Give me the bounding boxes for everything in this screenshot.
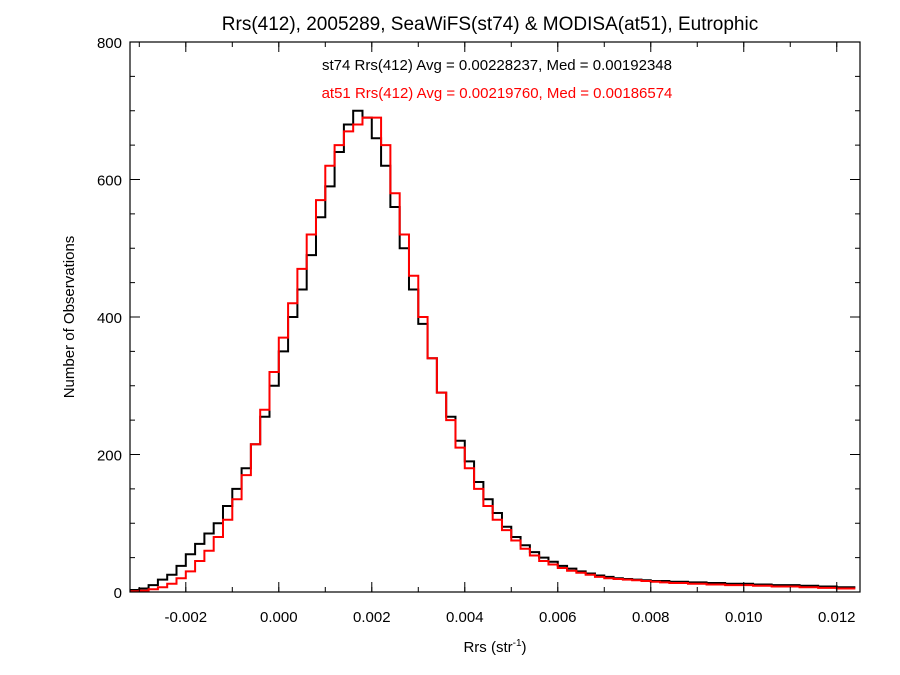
series-line-1 xyxy=(130,116,856,593)
x-tick-label: 0.012 xyxy=(818,609,856,626)
y-tick-label: 0 xyxy=(114,585,122,602)
chart-title: Rrs(412), 2005289, SeaWiFS(st74) & MODIS… xyxy=(222,14,758,35)
y-tick-label: 600 xyxy=(97,173,122,190)
y-axis-label: Number of Observations xyxy=(61,236,78,399)
x-tick-label: 0.006 xyxy=(539,609,577,626)
x-tick-label: 0.004 xyxy=(446,609,484,626)
ticks-layer: -0.002 0.000 0.002 0.004 0.006 0.008 0.010 0.01… xyxy=(97,35,860,626)
plot-frame xyxy=(129,41,861,593)
annotation-st74: st74 Rrs(412) Avg = 0.00228237, Med = 0.… xyxy=(322,57,672,74)
y-tick-label: 200 xyxy=(97,448,122,465)
annotation-at51: at51 Rrs(412) Avg = 0.00219760, Med = 0.… xyxy=(322,85,673,102)
y-tick-label: 400 xyxy=(97,310,122,327)
x-tick-label: 0.002 xyxy=(353,609,391,626)
y-tick-label: 800 xyxy=(97,35,122,52)
x-tick-label: 0.008 xyxy=(632,609,670,626)
x-axis-label: Rrs (str-1) xyxy=(463,638,526,656)
x-tick-label: 0.000 xyxy=(260,609,298,626)
x-tick-label: 0.010 xyxy=(725,609,763,626)
x-tick-label: -0.002 xyxy=(165,609,208,626)
series-layer xyxy=(130,109,856,593)
